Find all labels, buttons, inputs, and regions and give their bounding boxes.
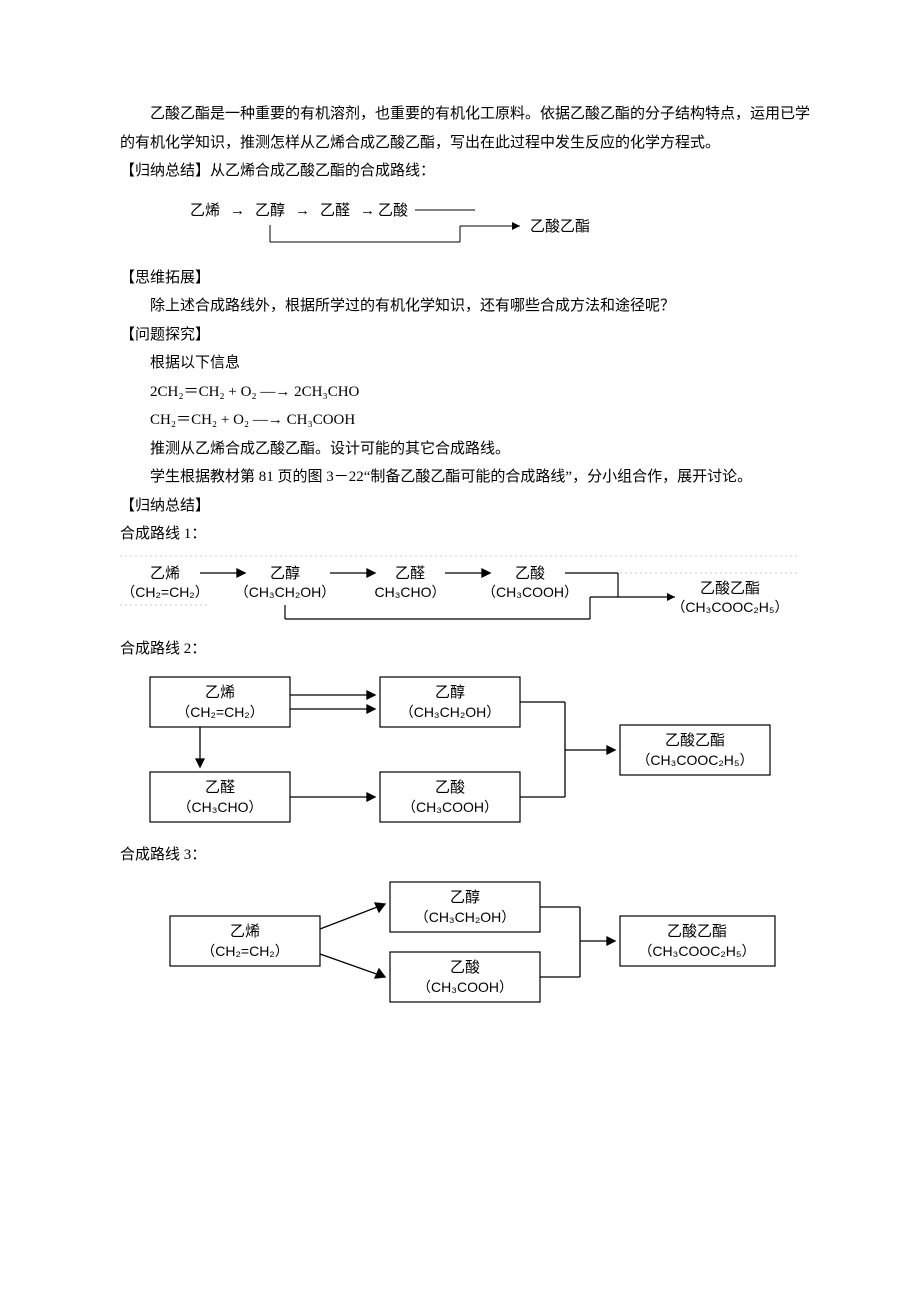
document-page: 乙酸乙酯是一种重要的有机溶剂，也重要的有机化工原料。依据乙酸乙酯的分子结构特点，… [0,0,920,1078]
svg-text:（CH₃COOH）: （CH₃COOH） [417,979,513,995]
svg-text:（CH₃COOC₂H₅）: （CH₃COOC₂H₅） [671,599,788,615]
expand-label: 【思维拓展】 [120,264,820,293]
diagram-route-3: 乙烯 （CH₂=CH₂） 乙醇 （CH₃CH₂OH） 乙酸 （CH₃COOH） … [120,874,820,1014]
svg-text:乙烯: 乙烯 [230,923,260,940]
svg-text:（CH₂=CH₂）: （CH₂=CH₂） [176,704,264,720]
intro-paragraph: 乙酸乙酯是一种重要的有机溶剂，也重要的有机化工原料。依据乙酸乙酯的分子结构特点，… [120,100,820,157]
svg-text:乙酸乙酯: 乙酸乙酯 [667,923,727,940]
svg-text:（CH₃COOC₂H₅）: （CH₃COOC₂H₅） [636,752,753,768]
svg-text:乙酸乙酯: 乙酸乙酯 [700,580,760,597]
summary-label-2: 【归纳总结】 [120,492,820,521]
svg-text:乙醇: 乙醇 [270,565,300,582]
node-ester: 乙酸乙酯 [530,218,590,235]
svg-text:乙醇: 乙醇 [450,889,480,906]
svg-text:乙烯: 乙烯 [150,565,180,582]
svg-text:（CH₃COOH）: （CH₃COOH） [402,799,498,815]
svg-text:乙醇: 乙醇 [435,684,465,701]
route-3-label: 合成路线 3： [120,841,820,870]
svg-text:乙酸: 乙酸 [515,565,545,582]
node-ethylene: 乙烯 [190,202,220,219]
svg-text:（CH₃CH₂OH）: （CH₃CH₂OH） [400,704,501,720]
svg-text:（CH₃CH₂OH）: （CH₃CH₂OH） [235,584,336,600]
equation-1: 2CH₂＝CH₂ + O₂ —→ 2CH₃CHO [120,378,820,407]
equation-2: CH₂＝CH₂ + O₂ —→ CH₃COOH [120,406,820,435]
svg-text:乙酸: 乙酸 [435,779,465,796]
node-ethanol: 乙醇 [255,202,285,219]
node-acetic: 乙酸 [378,202,408,219]
diagram-route-1: 乙烯 （CH₂=CH₂） 乙醇 （CH₃CH₂OH） 乙醛 CH₃CHO） 乙酸… [120,553,820,631]
infer-paragraph: 推测从乙烯合成乙酸乙酯。设计可能的其它合成路线。 [120,435,820,464]
svg-text:乙醛: 乙醛 [205,779,235,796]
svg-text:（CH₃CH₂OH）: （CH₃CH₂OH） [415,909,516,925]
node-acetaldehyde: 乙醛 [320,202,350,219]
route-1-label: 合成路线 1： [120,520,820,549]
svg-text:→: → [295,203,310,219]
svg-text:乙酸乙酯: 乙酸乙酯 [665,732,725,749]
diagram-route-2: 乙烯 （CH₂=CH₂） 乙醇 （CH₃CH₂OH） 乙醛 （CH₃CHO） 乙… [120,667,820,837]
summary-label-1: 【归纳总结】从乙烯合成乙酸乙酯的合成路线： [120,157,820,186]
svg-text:→: → [230,203,245,219]
expand-paragraph: 除上述合成路线外，根据所学过的有机化学知识，还有哪些合成方法和途径呢？ [120,292,820,321]
svg-text:（CH₃COOC₂H₅）: （CH₃COOC₂H₅） [638,943,755,959]
diagram-summary-route: 乙烯 → 乙醇 → 乙醛 → 乙酸 乙酸乙酯 [120,190,820,260]
svg-text:（CH₂=CH₂）: （CH₂=CH₂） [121,584,209,600]
svg-text:（CH₃COOH）: （CH₃COOH） [482,584,578,600]
svg-text:CH₃CHO）: CH₃CHO） [374,584,445,600]
svg-text:（CH₃CHO）: （CH₃CHO） [177,799,262,815]
svg-text:乙烯: 乙烯 [205,684,235,701]
inquiry-label: 【问题探究】 [120,321,820,350]
svg-text:（CH₂=CH₂）: （CH₂=CH₂） [201,943,289,959]
svg-text:乙醛: 乙醛 [395,565,425,582]
group-paragraph: 学生根据教材第 81 页的图 3－22“制备乙酸乙酯可能的合成路线”，分小组合作… [120,463,820,492]
inquiry-paragraph: 根据以下信息 [120,349,820,378]
svg-text:→: → [360,203,375,219]
svg-text:乙酸: 乙酸 [450,959,480,976]
route-2-label: 合成路线 2： [120,635,820,664]
